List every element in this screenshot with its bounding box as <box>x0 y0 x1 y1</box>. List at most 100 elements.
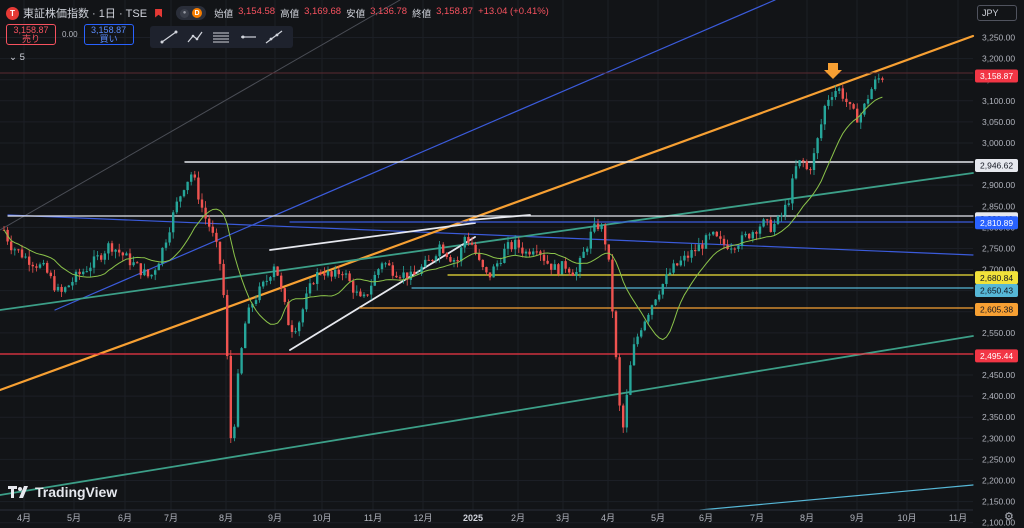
candle-body <box>881 78 884 80</box>
currency-button[interactable]: JPY <box>977 5 1017 21</box>
candle-body <box>175 201 178 213</box>
candle-body <box>722 238 726 245</box>
candle-body <box>668 272 672 275</box>
candle-body <box>791 178 794 204</box>
trend-line-icon[interactable] <box>160 30 178 44</box>
candle-body <box>251 303 254 308</box>
candle-body <box>481 259 484 268</box>
candle-body <box>190 174 193 182</box>
candle-body <box>240 348 243 374</box>
candle-body <box>492 266 495 278</box>
candle-body <box>582 251 585 258</box>
grey-trendline <box>0 0 401 231</box>
indicator-collapse[interactable]: ⌄ 5 <box>9 52 25 63</box>
candle-body <box>478 253 481 260</box>
candle-body <box>380 263 384 270</box>
y-tick-label: 2,100.00 <box>982 518 1015 528</box>
candle-body <box>593 223 596 232</box>
teal-upper-channel-line <box>0 172 974 311</box>
gear-icon[interactable]: ⚙ <box>1004 511 1014 523</box>
candle-body <box>10 241 13 251</box>
candle-body <box>164 242 168 248</box>
candle-body <box>830 97 834 100</box>
buy-button[interactable]: 3,158.87 買い <box>83 24 134 45</box>
candle-body <box>517 239 520 248</box>
cyan-trendline <box>699 484 974 511</box>
candle-body <box>708 234 711 236</box>
candle-body <box>402 272 405 278</box>
candle-body <box>650 305 654 315</box>
candle-body <box>420 266 423 274</box>
ohlc-close-label: 終値 <box>412 9 432 20</box>
candle-body <box>103 253 106 260</box>
candle-body <box>179 196 182 202</box>
candle-body <box>172 212 175 233</box>
x-tick-label: 11月 <box>949 513 967 523</box>
x-tick-label: 4月 <box>601 513 615 523</box>
candle-body <box>460 247 463 262</box>
candle-body <box>229 356 232 439</box>
flag-icon[interactable] <box>155 8 163 18</box>
path-icon[interactable] <box>186 30 204 44</box>
ohlc-high-label: 高値 <box>280 9 300 20</box>
sell-button[interactable]: 3,158.87 売り <box>6 24 56 45</box>
data-badge: D <box>192 8 203 18</box>
last-price-label: 3,158.87 <box>980 71 1013 81</box>
ohlc-low-value: 3,136.78 <box>370 6 408 17</box>
candle-body <box>766 219 769 221</box>
ohlc-low-label: 安値 <box>346 9 366 20</box>
candle-body <box>204 207 207 219</box>
candle-body <box>604 225 607 245</box>
candle-body <box>280 275 283 289</box>
candle-body <box>326 271 330 276</box>
axes: 4月 5月 6月 7月 8月 9月 10月 11月 12月 2025 2月 3月 4月 5月 6月 7月 8月 9… <box>0 33 1018 528</box>
fib-icon[interactable] <box>212 30 230 44</box>
candle-body <box>197 177 200 200</box>
tradingview-watermark: TradingView <box>8 484 117 500</box>
candle-body <box>877 78 880 80</box>
candle-body <box>629 365 632 395</box>
candle-body <box>550 263 553 270</box>
candle-body <box>182 190 186 197</box>
symbol-title[interactable]: 東証株価指数 · 1日 · TSE <box>23 8 148 20</box>
chevron-down-icon: ⌄ <box>9 52 20 63</box>
candle-body <box>262 281 265 287</box>
status-pill[interactable]: ● D <box>176 6 207 20</box>
x-tick-label: 5月 <box>67 513 81 523</box>
candle-body <box>384 263 387 265</box>
ray-icon[interactable] <box>239 30 257 44</box>
candle-body <box>236 373 240 427</box>
x-tick-label: 6月 <box>699 513 713 523</box>
candle-body <box>82 271 85 275</box>
y-tick-label: 2,350.00 <box>982 412 1015 422</box>
candle-body <box>78 271 81 275</box>
trade-panel: 3,158.87 売り 0.00 3,158.87 買い <box>6 24 134 45</box>
candle-body <box>431 259 434 261</box>
candle-body <box>636 336 639 345</box>
blue-channel-line <box>54 0 776 311</box>
candle-body <box>690 250 693 258</box>
y-tick-label: 3,200.00 <box>982 54 1015 64</box>
candle-body <box>200 199 204 208</box>
y-tick-label: 2,400.00 <box>982 391 1015 401</box>
extended-line-icon[interactable] <box>265 30 283 44</box>
candle-body <box>827 99 830 106</box>
candle-body <box>56 286 60 291</box>
candle-body <box>449 257 452 262</box>
candle-body <box>406 272 409 280</box>
y-tick-label: 2,150.00 <box>982 497 1015 507</box>
candle-body <box>676 263 679 266</box>
candles <box>2 73 884 443</box>
candle-body <box>294 331 297 333</box>
orange-arrow-marker-icon <box>824 63 842 79</box>
candle-body <box>301 309 304 323</box>
candle-body <box>488 272 492 278</box>
candle-body <box>485 267 488 273</box>
candle-body <box>762 219 765 227</box>
x-tick-label: 9月 <box>268 513 282 523</box>
candle-body <box>874 79 877 90</box>
candle-body <box>870 89 873 100</box>
buy-label: 買い <box>99 33 118 44</box>
candle-body <box>503 248 506 263</box>
